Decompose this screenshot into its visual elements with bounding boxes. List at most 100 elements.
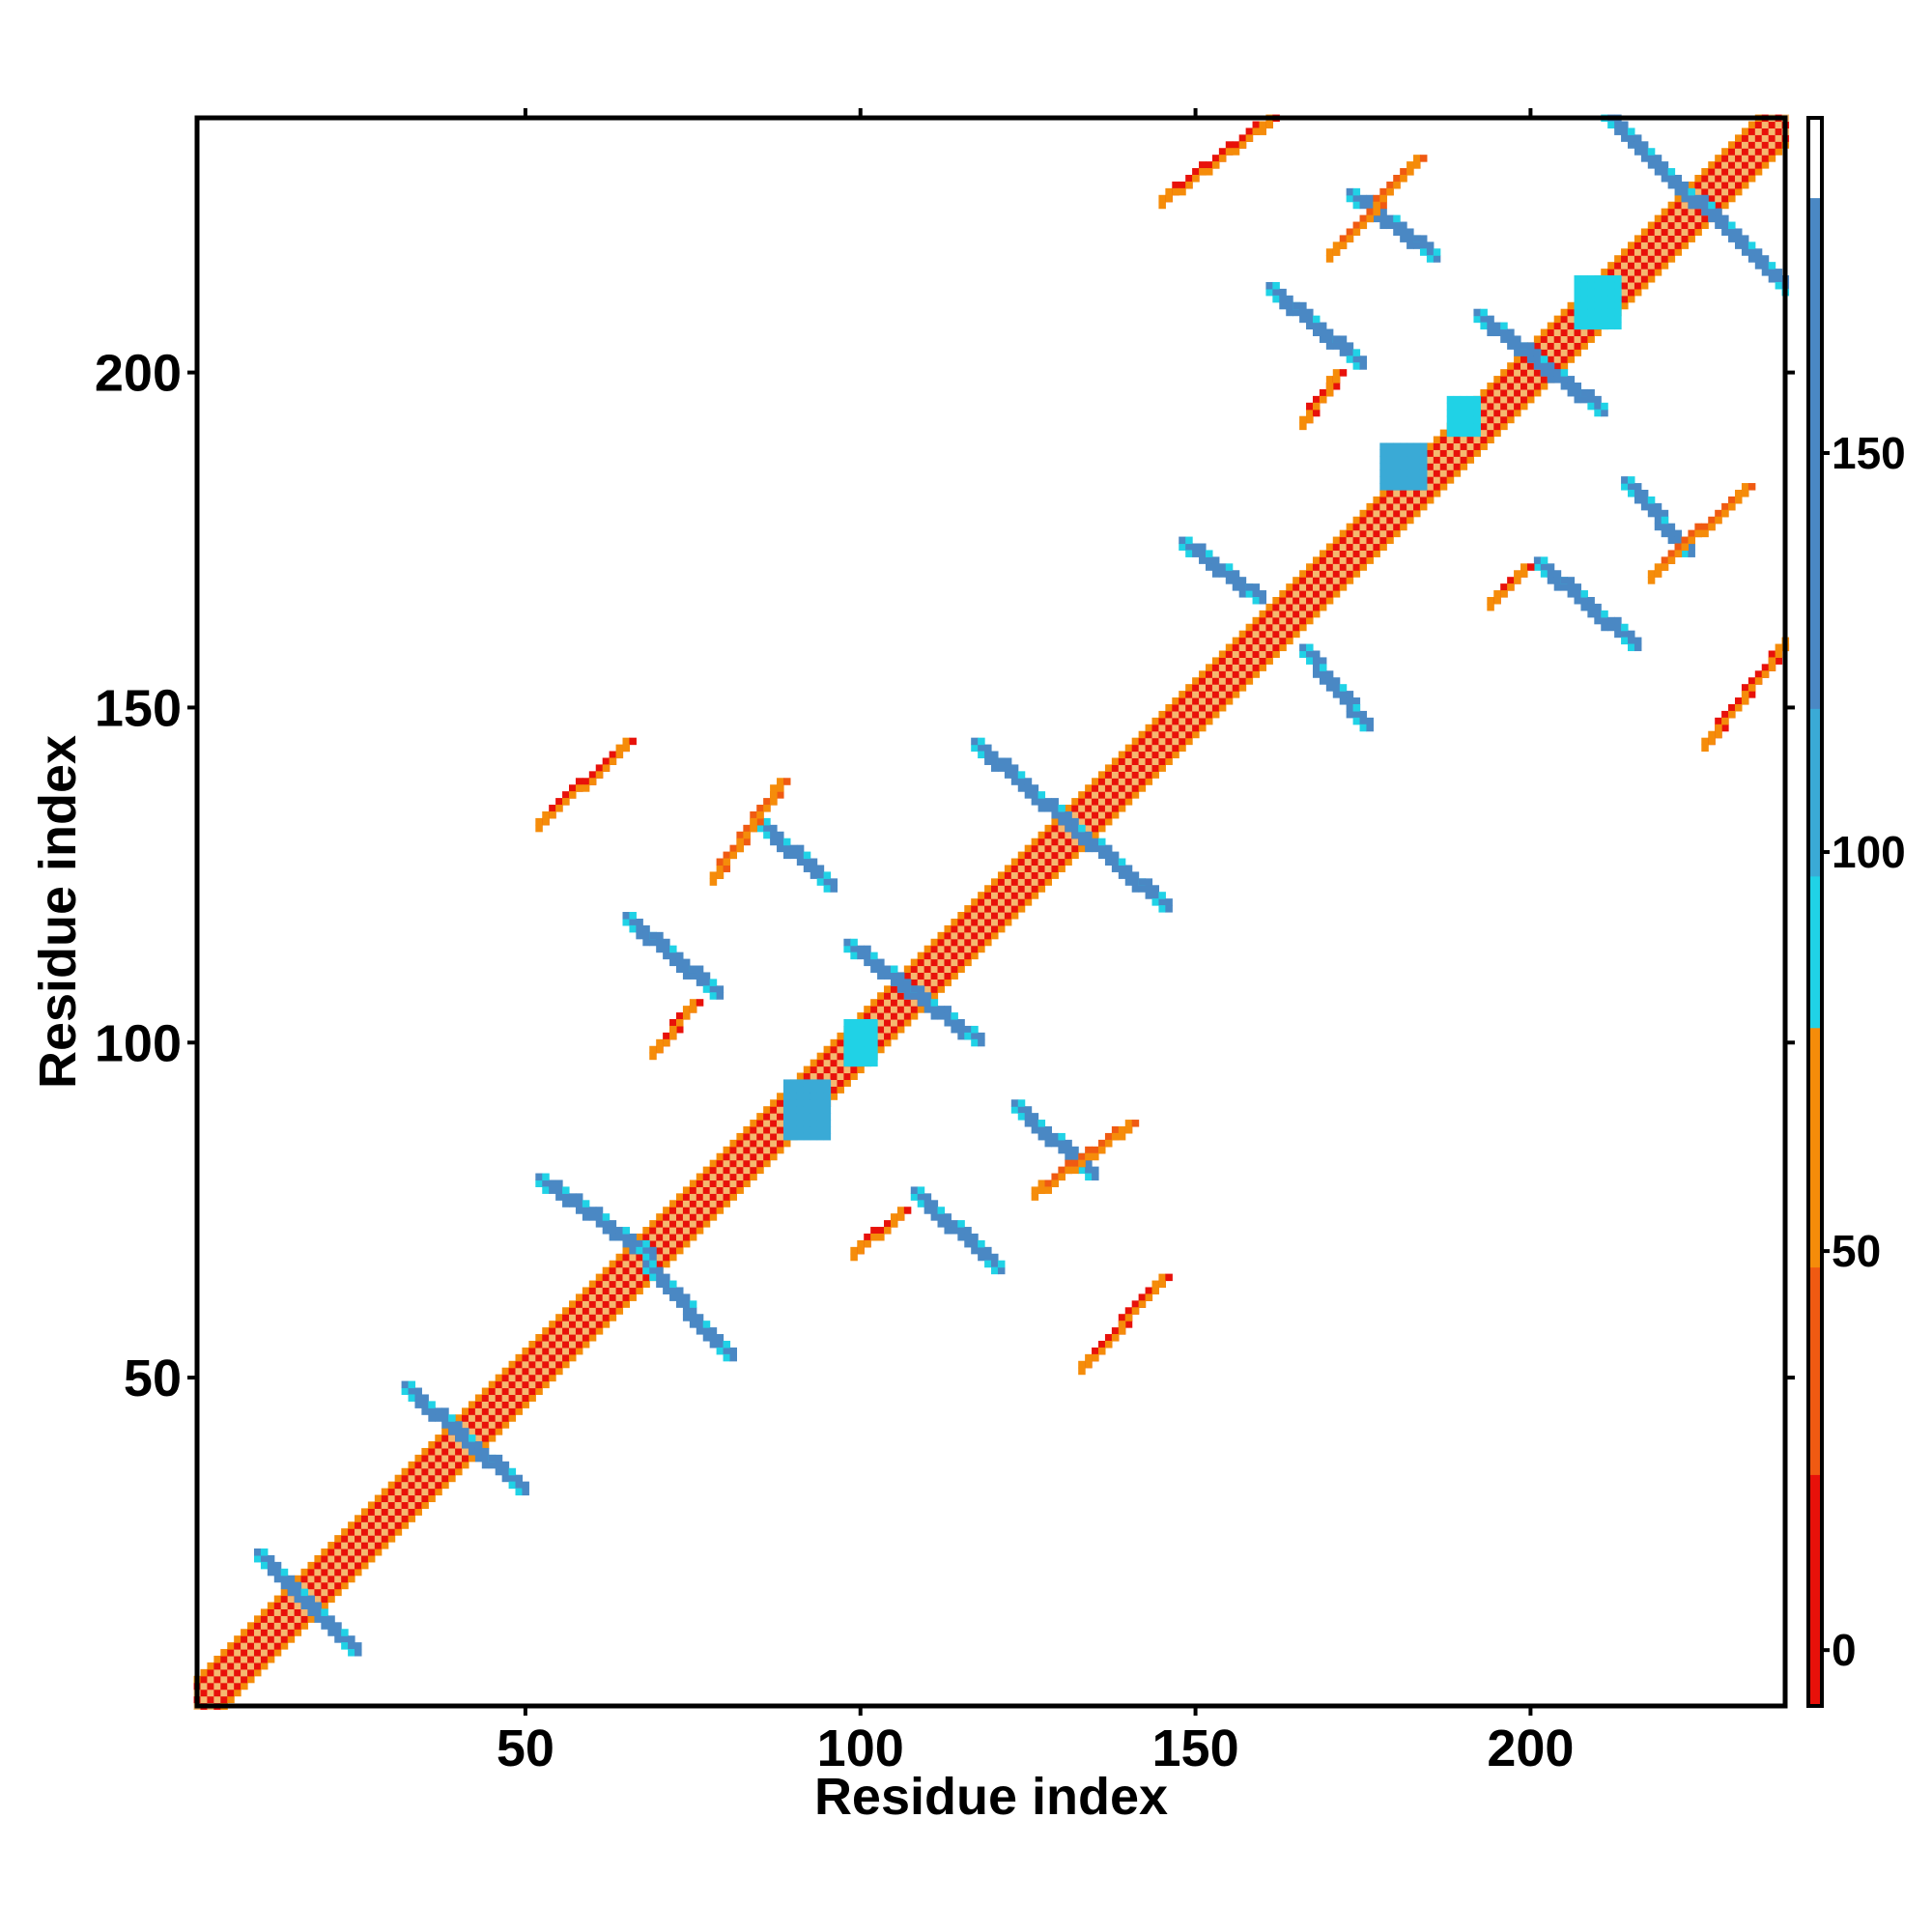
diagonal-cell [1654, 248, 1662, 256]
diagonal-cell [1514, 388, 1521, 397]
antiparallel-contact-cell [1065, 1139, 1072, 1148]
antiparallel-contact-cell [1065, 817, 1072, 826]
diagonal-cell [702, 1166, 711, 1175]
diagonal-cell [542, 1327, 550, 1335]
diagonal-cell [1681, 221, 1690, 230]
diagonal-cell [1768, 155, 1776, 162]
diagonal-cell [1225, 677, 1234, 685]
diagonal-cell [1118, 757, 1126, 765]
y-axis-title: Residue index [29, 735, 87, 1089]
antiparallel-contact-cell [877, 965, 885, 974]
diagonal-cell [253, 1622, 262, 1630]
diagonal-cell [696, 1227, 704, 1235]
antiparallel-contact-cell [1319, 657, 1327, 665]
antiparallel-contact-cell [1199, 543, 1207, 552]
helix-contact-cell [823, 1106, 832, 1114]
antiparallel-contact-cell [1701, 194, 1709, 203]
diagonal-cell [414, 1474, 422, 1483]
antiparallel-contact-cell [1547, 376, 1555, 384]
antiparallel-contact-cell [716, 985, 724, 993]
antiparallel-contact-cell [1701, 208, 1709, 216]
diagonal-cell [1741, 155, 1749, 162]
diagonal-cell [260, 1608, 269, 1616]
diagonal-cell [756, 1125, 764, 1134]
diagonal-cell [1628, 262, 1635, 270]
diagonal-cell [253, 1629, 262, 1636]
helix-contact-cell [1413, 456, 1421, 464]
diagonal-cell [944, 945, 952, 953]
antiparallel-contact-cell [1533, 349, 1542, 356]
diagonal-cell [241, 1635, 248, 1643]
antiparallel-contact-cell [978, 744, 985, 753]
helix-contact-cell [1614, 275, 1622, 283]
diagonal-cell [1098, 798, 1106, 806]
diagonal-cell [515, 1394, 524, 1402]
diagonal-cell [609, 1314, 617, 1321]
diagonal-cell [1286, 630, 1293, 639]
diagonal-cell [1312, 590, 1321, 598]
diagonal-cell [1386, 523, 1394, 531]
diagonal-cell [360, 1521, 369, 1529]
diagonal-cell [321, 1588, 328, 1597]
diagonal-cell [1319, 556, 1327, 564]
antiparallel-contact-cell [1473, 308, 1481, 317]
diagonal-cell [1708, 168, 1716, 176]
diagonal-cell [1346, 556, 1354, 564]
diagonal-cell [629, 1293, 637, 1301]
diagonal-cell [280, 1615, 289, 1623]
antiparallel-contact-cell [803, 858, 811, 867]
helix-contact-cell [1587, 275, 1595, 283]
parallel-contact-cell [1299, 422, 1307, 431]
diagonal-cell [1439, 436, 1448, 444]
diagonal-cell [314, 1588, 322, 1597]
diagonal-cell [247, 1662, 255, 1670]
antiparallel-contact-cell [957, 1220, 965, 1228]
diagonal-cell [736, 1139, 744, 1148]
antiparallel-contact-cell [709, 1334, 718, 1342]
antiparallel-contact-cell [1580, 395, 1588, 404]
helix-contact-cell [1400, 469, 1407, 477]
diagonal-cell [1701, 181, 1709, 189]
diagonal-cell [857, 1065, 865, 1074]
antiparallel-contact-cell [957, 1233, 965, 1241]
antiparallel-contact-cell [569, 1200, 577, 1208]
antiparallel-contact-cell [1325, 670, 1334, 678]
diagonal-cell [930, 985, 939, 993]
diagonal-cell [709, 1207, 718, 1214]
parallel-contact-cell [1124, 1321, 1133, 1328]
antiparallel-contact-cell [930, 1207, 939, 1214]
parallel-contact-cell [1708, 516, 1716, 525]
diagonal-cell [689, 1233, 697, 1241]
diagonal-cell [777, 1139, 784, 1148]
diagonal-cell [1185, 724, 1193, 732]
antiparallel-contact-cell [1688, 194, 1695, 203]
diagonal-cell [770, 1106, 778, 1114]
diagonal-cell [971, 912, 979, 920]
helix-contact-cell [782, 1132, 791, 1141]
diagonal-cell [260, 1629, 269, 1636]
diagonal-cell [1667, 214, 1676, 223]
helix-contact-cell [810, 1093, 818, 1100]
parallel-contact-cell [1366, 214, 1374, 223]
antiparallel-contact-cell [689, 1321, 697, 1328]
antiparallel-contact-cell [923, 1200, 932, 1208]
diagonal-cell [1761, 161, 1770, 169]
parallel-contact-cell [1211, 155, 1220, 162]
antiparallel-contact-cell [1560, 583, 1569, 591]
antiparallel-contact-cell [709, 979, 718, 986]
diagonal-cell [1688, 228, 1695, 236]
antiparallel-contact-cell [656, 1273, 664, 1282]
antiparallel-contact-cell [763, 831, 771, 839]
diagonal-cell [1493, 429, 1501, 438]
parallel-contact-cell [1299, 415, 1307, 424]
antiparallel-contact-cell [462, 1428, 469, 1435]
diagonal-cell [1071, 810, 1079, 819]
helix-contact-cell [850, 1052, 858, 1061]
parallel-contact-cell [850, 1253, 858, 1262]
diagonal-cell [1151, 717, 1160, 725]
antiparallel-contact-cell [816, 865, 825, 872]
parallel-contact-cell [1694, 523, 1702, 531]
antiparallel-contact-cell [810, 871, 818, 879]
helix-contact-cell [1473, 415, 1481, 424]
diagonal-cell [750, 1125, 757, 1134]
